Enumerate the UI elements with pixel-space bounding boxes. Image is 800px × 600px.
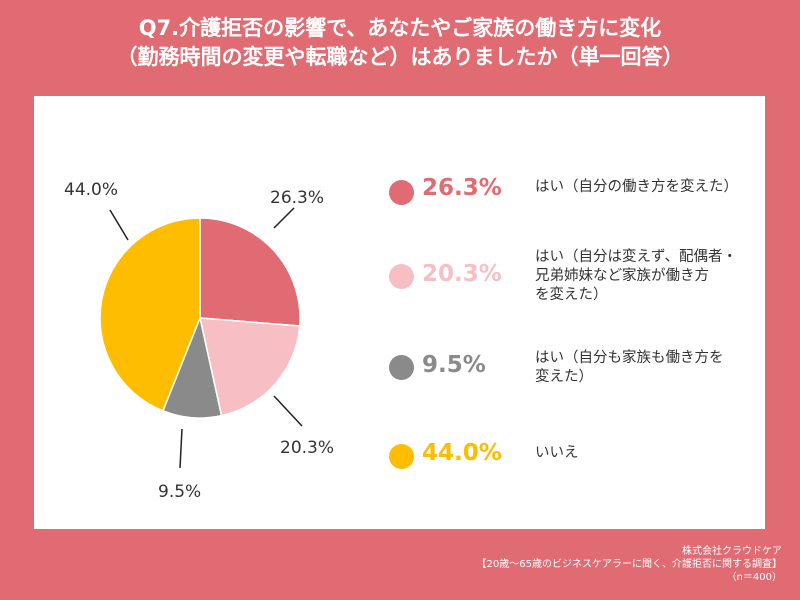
legend-percent-3: 9.5% bbox=[422, 352, 486, 378]
legend-label-2: はい（自分は変えず、配偶者・ 兄弟姉妹など家族が働き方 を変えた） bbox=[535, 249, 737, 303]
footer-company: 株式会社クラウドケア bbox=[682, 546, 782, 557]
leader-line-4 bbox=[109, 209, 129, 241]
source-footer: 株式会社クラウドケア 【20歳～65歳のビジネスケアラーに聞く、介護拒否に関する… bbox=[477, 545, 782, 584]
leader-line-3 bbox=[179, 428, 183, 469]
pie-chart bbox=[99, 207, 303, 469]
legend-percent-2: 20.3% bbox=[422, 261, 502, 287]
pie-slice-4 bbox=[99, 217, 201, 412]
page-title: Q7.介護拒否の影響で、あなたやご家族の働き方に変化 （勤務時間の変更や転職など… bbox=[0, 14, 800, 72]
legend-label-4: いいえ bbox=[535, 445, 579, 461]
legend-label-1: はい（自分の働き方を変えた） bbox=[535, 179, 738, 195]
chart-panel: 26.3% 20.3% 9.5% 44.0% 26.3% はい（自分の働き方を変えた） 2… bbox=[34, 96, 765, 529]
legend-swatch-4 bbox=[389, 444, 414, 469]
title-line-2: （勤務時間の変更や転職など）はありましたか（単一回答） bbox=[116, 45, 684, 69]
legend-swatch-3 bbox=[389, 355, 414, 380]
slice-label-2: 20.3% bbox=[280, 438, 335, 458]
slice-label-1: 26.3% bbox=[270, 188, 325, 208]
leader-line-1 bbox=[273, 207, 295, 229]
leader-line-2 bbox=[273, 395, 303, 427]
legend-swatch-1 bbox=[389, 180, 414, 205]
slice-label-4: 44.0% bbox=[64, 180, 119, 200]
legend-percent-4: 44.0% bbox=[422, 440, 502, 466]
legend-label-3: はい（自分も家族も働き方を 変えた） bbox=[535, 350, 724, 385]
title-line-1: Q7.介護拒否の影響で、あなたやご家族の働き方に変化 bbox=[138, 16, 662, 40]
pie-slice-2 bbox=[199, 317, 301, 417]
legend-percent-1: 26.3% bbox=[422, 175, 502, 201]
legend-swatch-2 bbox=[389, 264, 414, 289]
footer-survey: 【20歳～65歳のビジネスケアラーに聞く、介護拒否に関する調査】 bbox=[476, 559, 782, 570]
pie-slice-1 bbox=[199, 217, 301, 327]
footer-sample-size: （n＝400） bbox=[726, 572, 782, 583]
slice-label-3: 9.5% bbox=[158, 482, 202, 502]
